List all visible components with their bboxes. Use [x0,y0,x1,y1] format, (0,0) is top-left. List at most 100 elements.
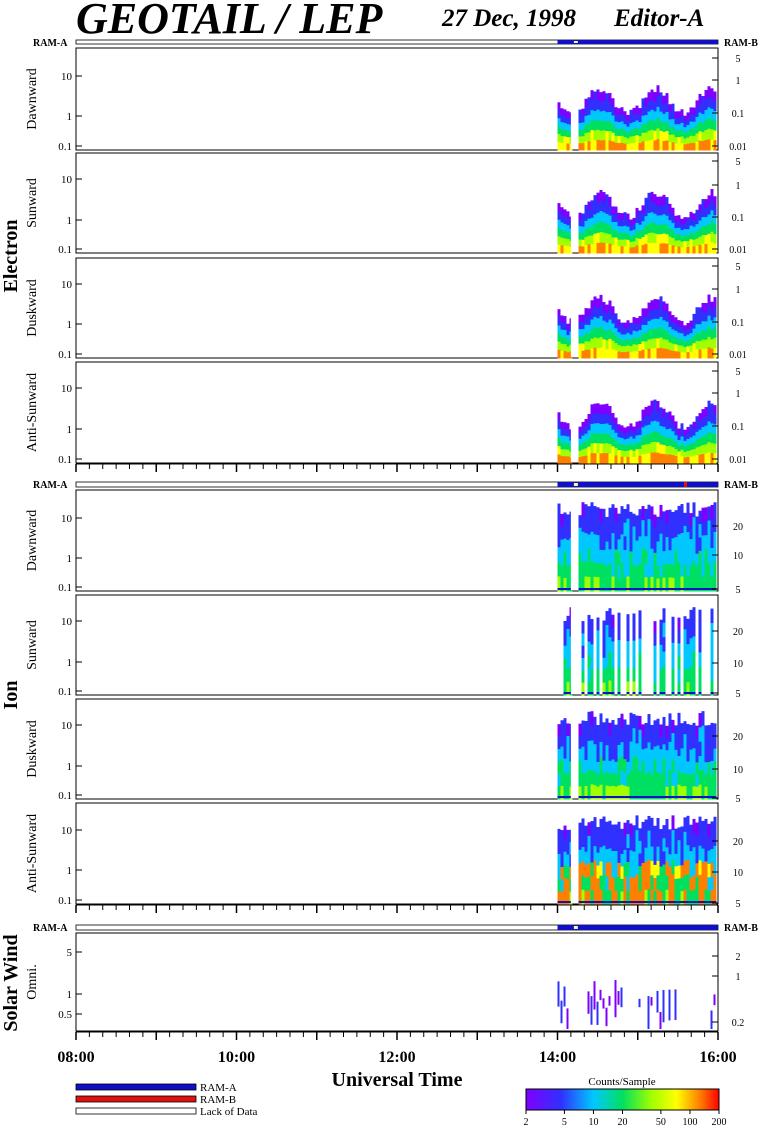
spectrogram-cell [638,998,641,1008]
spectrogram-cell [602,860,606,876]
spectrogram-cell [707,400,711,412]
spectrogram-cell [674,786,678,800]
spectrogram-cell [599,741,603,757]
spectrogram-cell [614,588,618,590]
spectrogram-cell [557,349,561,359]
spectrogram-cell [680,533,684,549]
spectrogram-cell [668,420,672,430]
spectrogram-cell [632,681,636,696]
spectrogram-cell [662,716,666,732]
spectrogram-cell [578,723,582,737]
spectrogram-cell [560,230,564,239]
spectrogram-cell [608,319,612,330]
spectrogram-cell [578,246,582,254]
spectrogram-cell [581,516,585,533]
spectrogram-cell [647,302,651,313]
spectrogram-cell [611,733,615,747]
spectrogram-cell [653,399,657,411]
spectrogram-cell [566,748,570,762]
spectrogram-cell [656,860,660,876]
spectrogram-cell [647,415,651,426]
spectrogram-cell [698,588,702,590]
spectrogram-cell [626,627,630,642]
spectrogram-cell [659,576,663,592]
spectrogram-cell [665,412,669,422]
spectrogram-cell [596,99,600,111]
y-tick-label: 0.1 [58,895,72,907]
spectrogram-cell [686,682,690,696]
spectrogram-cell [557,736,561,750]
spectrogram-cell [695,100,699,110]
spectrogram-cell [680,320,684,328]
spectrogram-cell [662,680,666,696]
spectrogram-cell [659,786,663,800]
spectrogram-cell [587,218,591,228]
spectrogram-cell [647,728,651,743]
spectrogram-cell [599,522,603,537]
spectrogram-cell [587,681,591,696]
spectrogram-cell [599,536,603,551]
spectrogram-cell [599,549,603,565]
spectrogram-cell [602,508,606,524]
spectrogram-cell [689,246,693,254]
spectrogram-cell [701,507,705,523]
spectrogram-cell [671,681,675,696]
spectrogram-cell [674,221,678,229]
spectrogram-cell [602,816,606,832]
spectrogram-cell [701,454,705,464]
spectrogram-cell [608,243,612,254]
spectrogram-cell [671,119,675,128]
spectrogram-cell [674,564,678,579]
spectrogram-cell [623,111,627,119]
spectrogram-cell [710,862,714,877]
spectrogram-cell [635,449,639,457]
spectrogram-cell [632,229,636,236]
spectrogram-cell [599,92,603,103]
spectrogram-cell [701,820,705,836]
spectrogram-cell [701,199,705,209]
spectrogram-cell [701,740,705,756]
spectrogram-cell [644,207,648,217]
spectrogram-cell [686,229,690,236]
spectrogram-cell [647,547,651,563]
spectrogram-cell [593,453,597,464]
spectrogram-cell [653,338,657,349]
spectrogram-cell [653,733,657,748]
spectrogram-cell [656,128,660,140]
spectrogram-cell [671,343,675,352]
spectrogram-cell [677,240,681,248]
spectrogram-cell [605,681,609,696]
spectrogram-cell [623,588,627,590]
spectrogram-cell [704,901,708,903]
spectrogram-cell [599,200,603,212]
spectrogram-cell [659,347,663,359]
ram-gap-segment [573,41,578,43]
spectrogram-cell [689,749,693,763]
spectrogram-cell [686,450,690,458]
spectrogram-cell [578,849,582,864]
spectrogram-cell [638,441,642,450]
spectrogram-cell [704,762,708,775]
spectrogram-cell [581,350,585,359]
spectrogram-cell [635,222,639,231]
spectrogram-cell [590,711,594,727]
spectrogram-cell [713,224,717,235]
spectrogram-cell [587,769,591,785]
spectrogram-cell [566,578,570,592]
spectrogram-cell [710,504,714,520]
spectrogram-cell [566,565,570,579]
spectrogram-cell [704,435,708,445]
spectrogram-cell [662,785,666,800]
spectrogram-cell [653,759,657,774]
spectrogram-cell [611,132,615,142]
spectrogram-cell [584,796,588,798]
spectrogram-cell [578,116,582,124]
spectrogram-cell [566,335,570,342]
ram-b-label: RAM-B [724,38,758,49]
spectrogram-cell [686,438,690,446]
spectrogram-cell [641,548,645,564]
spectrogram-cell [704,110,708,121]
spectrogram-cell [698,784,702,800]
y2-tick-label: 0.01 [729,350,747,361]
time-tick-label: 16:00 [699,1049,736,1066]
